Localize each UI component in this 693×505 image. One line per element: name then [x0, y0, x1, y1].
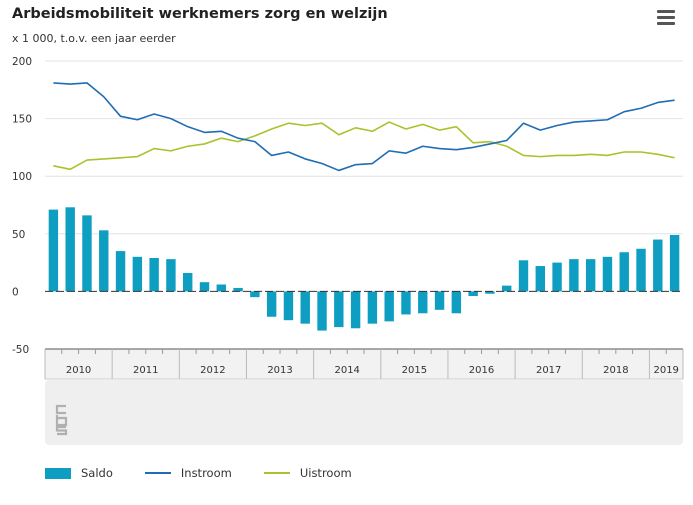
bar-saldo [199, 282, 210, 292]
bar-saldo [149, 257, 159, 292]
hamburger-menu-icon[interactable] [657, 10, 675, 26]
legend-item-instroom[interactable]: Instroom [144, 466, 232, 480]
legend-label-saldo: Saldo [81, 466, 113, 480]
cbs-logo-icon [55, 404, 68, 436]
bar-saldo [619, 252, 629, 292]
legend-swatch-instroom [144, 472, 171, 474]
legend-item-uitstroom[interactable]: Uistroom [263, 466, 352, 480]
x-year-label: 2018 [603, 365, 628, 376]
x-year-label: 2013 [267, 365, 292, 376]
bar-saldo [535, 266, 545, 292]
bar-saldo [48, 209, 59, 292]
y-tick-label: 200 [12, 56, 32, 68]
x-year-label: 2012 [200, 365, 225, 376]
bar-saldo [350, 291, 361, 329]
footer-panel [45, 380, 683, 445]
bar-saldo [317, 291, 327, 331]
bar-saldo [669, 234, 680, 292]
bar-saldo [602, 256, 613, 292]
legend-swatch-saldo [45, 467, 71, 479]
bar-saldo [653, 239, 663, 292]
bar-saldo [401, 291, 411, 315]
y-tick-label: 0 [12, 286, 19, 298]
y-tick-label: 100 [12, 171, 32, 183]
bar-saldo [434, 291, 445, 310]
bar-saldo [418, 291, 428, 314]
bar-saldo [250, 291, 260, 298]
x-year-label: 2016 [469, 365, 494, 376]
bar-saldo [585, 259, 596, 292]
line-instroom [53, 82, 675, 172]
legend: Saldo Instroom Uistroom [45, 466, 384, 480]
legend-swatch-uitstroom [263, 472, 290, 474]
bar-saldo [166, 259, 176, 292]
bar-saldo [451, 291, 462, 314]
legend-label-instroom: Instroom [180, 466, 232, 480]
bar-saldo [65, 207, 75, 292]
bar-saldo [300, 291, 310, 324]
y-tick-label: -50 [12, 344, 29, 356]
legend-item-saldo[interactable]: Saldo [45, 466, 113, 480]
bar-saldo [183, 272, 193, 292]
bar-saldo [233, 287, 243, 292]
bar-saldo [485, 291, 495, 294]
bar-saldo [132, 256, 143, 292]
chart-subtitle: x 1 000, t.o.v. een jaar eerder [12, 32, 176, 45]
x-year-label: 2017 [536, 365, 561, 376]
chart-title: Arbeidsmobiliteit werknemers zorg en wel… [12, 6, 388, 22]
x-year-label: 2015 [402, 365, 427, 376]
bar-saldo [334, 291, 344, 328]
chart-area: -50 0 50 100 150 200 2010 2011 2012 2013 2014 2015 2… [12, 56, 684, 445]
bar-saldo [518, 260, 529, 292]
bar-saldo [99, 230, 109, 292]
legend-label-uitstroom: Uistroom [299, 466, 352, 480]
bar-saldo [552, 262, 562, 292]
bar-saldo [82, 215, 92, 292]
x-year-label: 2010 [66, 365, 91, 376]
bar-saldo [115, 251, 126, 292]
bar-saldo [367, 291, 378, 324]
bar-saldo [502, 285, 512, 292]
x-year-label: 2011 [133, 365, 158, 376]
bar-saldo [283, 291, 294, 321]
x-year-label: 2014 [334, 365, 359, 376]
bar-saldo [636, 248, 646, 292]
bar-saldo [468, 291, 478, 297]
x-year-label: 2019 [653, 365, 678, 376]
bar-saldo [384, 291, 394, 322]
y-tick-label: 50 [12, 229, 25, 241]
line-uitstroom [53, 121, 675, 171]
y-tick-label: 150 [12, 114, 32, 126]
bar-saldo [569, 259, 579, 292]
bar-saldo [266, 291, 277, 317]
bar-saldo [216, 284, 226, 292]
